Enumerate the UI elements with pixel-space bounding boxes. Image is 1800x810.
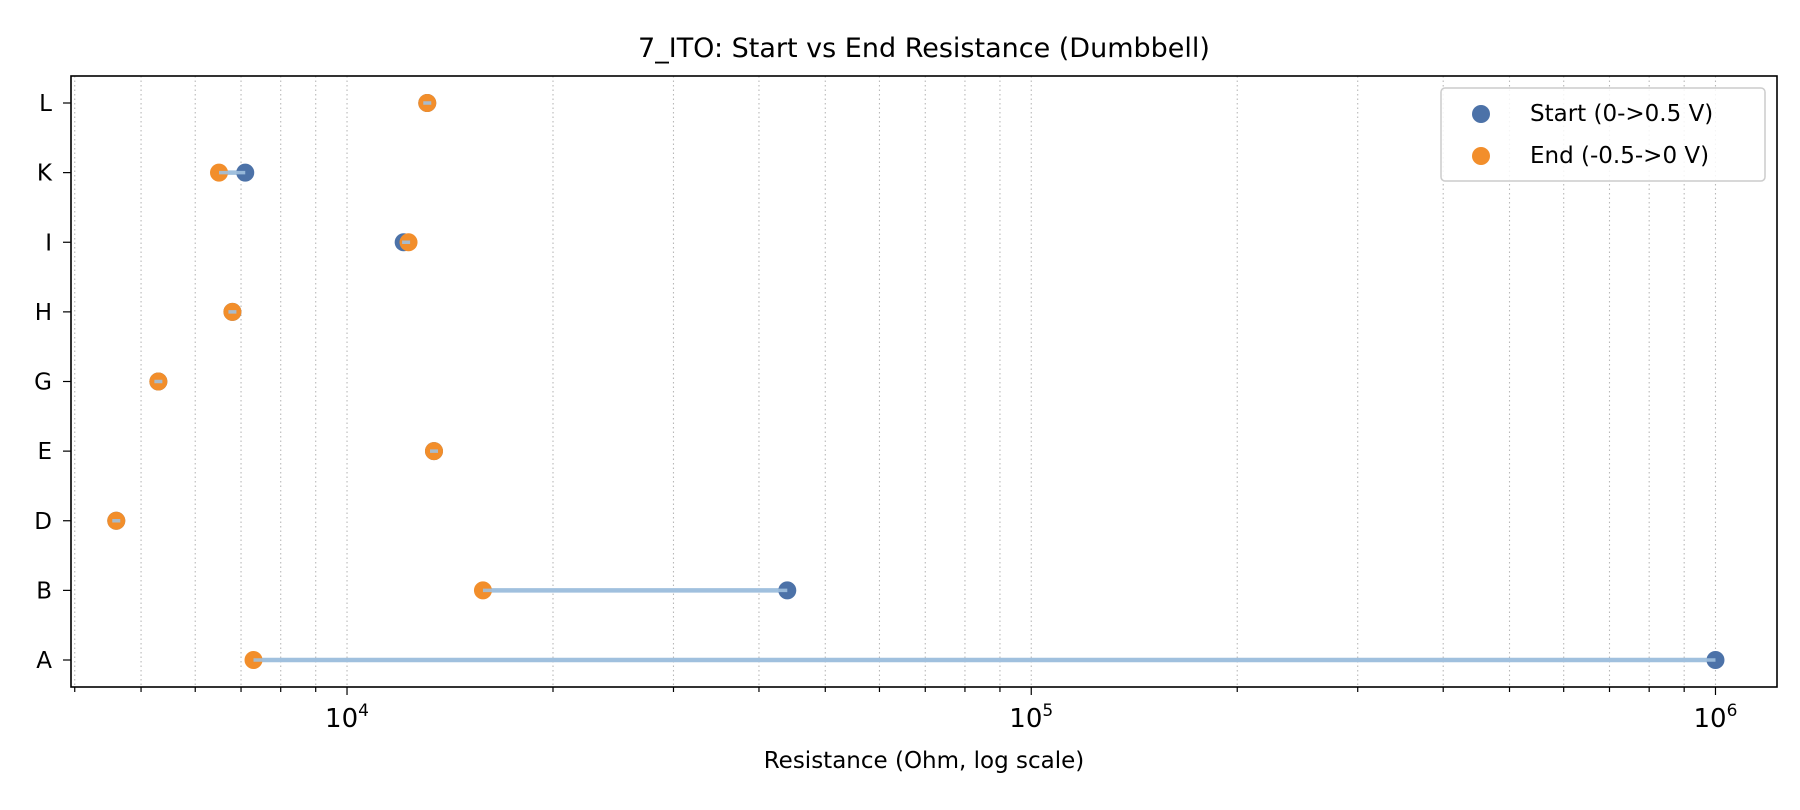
legend: Start (0->0.5 V) End (-0.5->0 V) <box>1440 87 1766 182</box>
y-tick-label: I <box>45 230 52 256</box>
x-tick-base: 10 <box>325 704 358 734</box>
x-tick-exponent: 4 <box>358 701 369 721</box>
y-tick-label: L <box>39 91 52 117</box>
x-tick-exponent: 5 <box>1042 701 1053 721</box>
y-tick-label: H <box>35 300 52 326</box>
x-grid <box>74 76 1717 695</box>
x-tick-exponent: 6 <box>1727 701 1738 721</box>
legend-label-end: End (-0.5->0 V) <box>1530 143 1709 169</box>
x-tick-label: 104 <box>325 701 369 734</box>
y-tick-label: D <box>34 509 52 535</box>
x-axis-ticks: 104 105 106 <box>325 701 1737 734</box>
legend-marker-end <box>1472 147 1490 165</box>
legend-box <box>1440 87 1766 182</box>
y-tick-label: A <box>36 648 52 674</box>
y-axis-ticks: A B D E G H I K L <box>34 91 71 674</box>
x-axis-label: Resistance (Ohm, log scale) <box>764 748 1085 774</box>
x-tick-base: 10 <box>1009 704 1042 734</box>
y-tick-label: B <box>36 578 52 604</box>
chart-title: 7_ITO: Start vs End Resistance (Dumbbell… <box>638 33 1210 64</box>
x-tick-label: 106 <box>1694 701 1738 734</box>
x-tick-base: 10 <box>1694 704 1727 734</box>
legend-marker-start <box>1472 105 1490 123</box>
data-points <box>107 94 1725 669</box>
dumbbell-connectors <box>219 170 1716 663</box>
legend-label-start: Start (0->0.5 V) <box>1530 101 1713 127</box>
plot-area-frame <box>70 75 1778 688</box>
y-tick-label: E <box>37 439 52 465</box>
y-tick-label: K <box>37 161 53 187</box>
x-tick-label: 105 <box>1009 701 1053 734</box>
y-tick-label: G <box>34 370 52 396</box>
